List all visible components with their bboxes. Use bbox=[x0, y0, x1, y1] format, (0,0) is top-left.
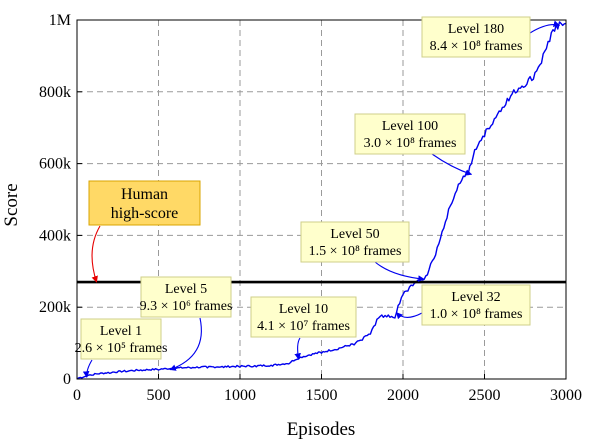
annotation-text: 8.4 × 10⁸ frames bbox=[430, 39, 523, 54]
annotation-level1: Level 1 2.6 × 10⁵ frames bbox=[75, 318, 168, 378]
annotation-box bbox=[354, 113, 466, 155]
annotation-text: Level 10 bbox=[279, 302, 328, 317]
annotation-text: 4.1 × 10⁷ frames bbox=[257, 319, 350, 334]
x-axis-label: Episodes bbox=[287, 419, 356, 440]
x-tick-label: 3000 bbox=[550, 387, 582, 404]
annotation-level5: Level 5 9.3 × 10⁶ frames bbox=[140, 276, 233, 371]
annotation-text: 9.3 × 10⁶ frames bbox=[140, 299, 233, 314]
annotation-text: Level 32 bbox=[451, 290, 500, 305]
annotation-level180: Level 180 8.4 × 10⁸ frames bbox=[421, 16, 561, 58]
annotation-arrow bbox=[82, 359, 93, 378]
x-tick-label: 1500 bbox=[306, 387, 338, 404]
annotation-text: 3.0 × 10⁸ frames bbox=[364, 136, 457, 151]
y-tick-label: 1M bbox=[49, 12, 71, 29]
annotation-text: 1.5 × 10⁸ frames bbox=[309, 244, 402, 259]
x-tick-label: 2000 bbox=[387, 387, 419, 404]
x-tick-label: 0 bbox=[73, 387, 81, 404]
annotation-box bbox=[140, 276, 232, 318]
y-tick-label: 400k bbox=[39, 227, 71, 244]
annotation-human: Human high-score bbox=[88, 180, 201, 283]
annotation-text: high-score bbox=[111, 205, 179, 222]
annotation-text: 1.0 × 10⁸ frames bbox=[430, 307, 523, 322]
annotation-arrow bbox=[169, 317, 202, 371]
annotation-box bbox=[88, 180, 201, 226]
y-axis-label: Score bbox=[1, 183, 22, 226]
annotation-arrow bbox=[529, 20, 561, 34]
annotation-level32: Level 32 1.0 × 10⁸ frames bbox=[396, 284, 531, 326]
annotation-text: Level 5 bbox=[165, 282, 207, 297]
annotation-box bbox=[80, 318, 162, 360]
y-tick-label: 600k bbox=[39, 156, 71, 173]
annotation-arrow bbox=[374, 261, 425, 282]
annotation-arrow bbox=[396, 312, 423, 320]
score-series-line bbox=[76, 21, 567, 380]
annotation-text: 2.6 × 10⁵ frames bbox=[75, 341, 168, 356]
x-tick-label: 2500 bbox=[469, 387, 501, 404]
annotation-arrow bbox=[91, 225, 101, 283]
annotation-box bbox=[250, 296, 357, 338]
series-layer bbox=[76, 21, 567, 380]
annotation-text: Human bbox=[121, 186, 168, 203]
y-tick-label: 200k bbox=[39, 299, 71, 316]
tick-labels: 0 500 1000 1500 2000 2500 3000 0 200k 400k 600k 800… bbox=[39, 12, 582, 404]
annotation-level10: Level 10 4.1 × 10⁷ frames bbox=[250, 296, 357, 360]
annotation-arrow bbox=[431, 153, 473, 176]
annotation-text: Level 1 bbox=[100, 324, 142, 339]
annotation-level100: Level 100 3.0 × 10⁸ frames bbox=[354, 113, 473, 176]
x-tick-label: 1000 bbox=[224, 387, 256, 404]
annotation-text: Level 100 bbox=[382, 119, 438, 134]
annotation-box bbox=[421, 16, 531, 58]
annotation-arrow bbox=[294, 337, 301, 360]
annotation-text: Level 50 bbox=[330, 227, 379, 242]
annotation-text: Level 180 bbox=[448, 22, 504, 37]
y-tick-label: 0 bbox=[63, 371, 71, 388]
annotation-box bbox=[421, 284, 531, 326]
annotation-level50: Level 50 1.5 × 10⁸ frames bbox=[300, 221, 425, 282]
y-tick-label: 800k bbox=[39, 84, 71, 101]
x-tick-label: 500 bbox=[147, 387, 171, 404]
annotation-box bbox=[300, 221, 410, 263]
